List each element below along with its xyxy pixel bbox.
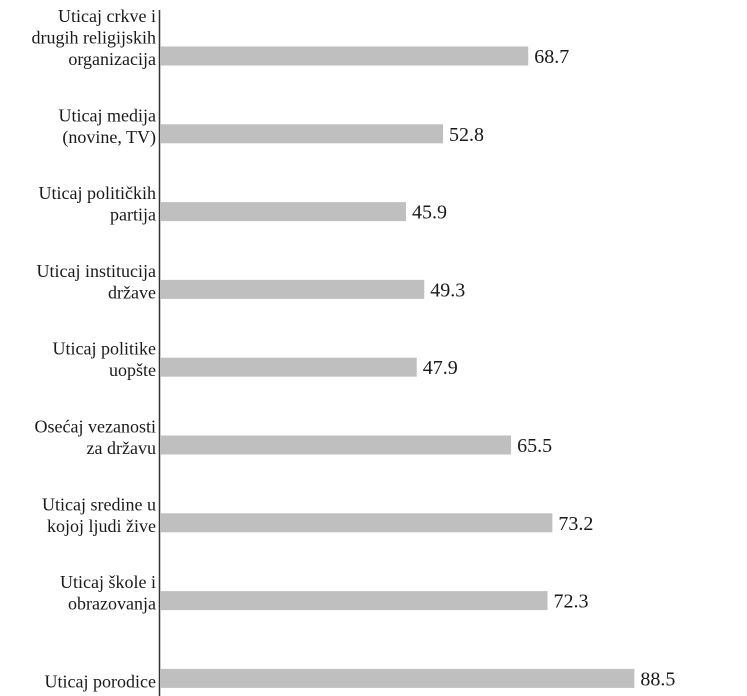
value-label: 88.5 xyxy=(640,668,675,690)
category-label: za državu xyxy=(87,438,156,458)
bar xyxy=(160,202,407,222)
category-label: organizacija xyxy=(68,49,156,69)
category-label: (novine, TV) xyxy=(62,127,156,148)
category-label: drugih religijskih xyxy=(32,28,157,48)
value-label: 73.2 xyxy=(558,513,593,535)
category-label: Uticaj škole i xyxy=(60,572,156,592)
bars-group xyxy=(160,46,635,688)
category-label: Uticaj porodice xyxy=(45,671,156,691)
bar xyxy=(160,668,635,688)
category-label: Uticaj crkve i xyxy=(58,6,156,26)
value-label: 52.8 xyxy=(449,124,484,146)
bar xyxy=(160,513,553,533)
value-label: 65.5 xyxy=(517,435,552,457)
value-label: 68.7 xyxy=(534,46,569,68)
category-label: Uticaj politike xyxy=(53,339,156,359)
category-label: Uticaj sredine u xyxy=(42,494,156,514)
bar xyxy=(160,279,425,299)
value-label: 49.3 xyxy=(430,279,465,301)
category-label: Osećaj vezanosti xyxy=(35,417,156,437)
value-labels-group: 68.7 52.8 45.9 49.3 47.9 65.5 73.2 72.3 88.5 xyxy=(412,46,675,690)
bar xyxy=(160,357,417,377)
value-label: 72.3 xyxy=(554,591,589,613)
bar xyxy=(160,591,548,611)
category-label: Uticaj institucija xyxy=(37,261,156,281)
category-label: obrazovanja xyxy=(68,594,156,614)
value-label: 45.9 xyxy=(412,202,447,224)
category-label: partija xyxy=(110,205,156,225)
category-label: države xyxy=(108,282,156,302)
bar xyxy=(160,46,529,66)
bar xyxy=(160,435,512,455)
category-label: kojoj ljudi žive xyxy=(47,516,156,536)
bar xyxy=(160,124,444,144)
category-label: uopšte xyxy=(109,360,156,380)
category-label: Uticaj medija xyxy=(59,105,156,125)
category-label: Uticaj političkih xyxy=(39,183,156,203)
value-label: 47.9 xyxy=(423,357,458,379)
